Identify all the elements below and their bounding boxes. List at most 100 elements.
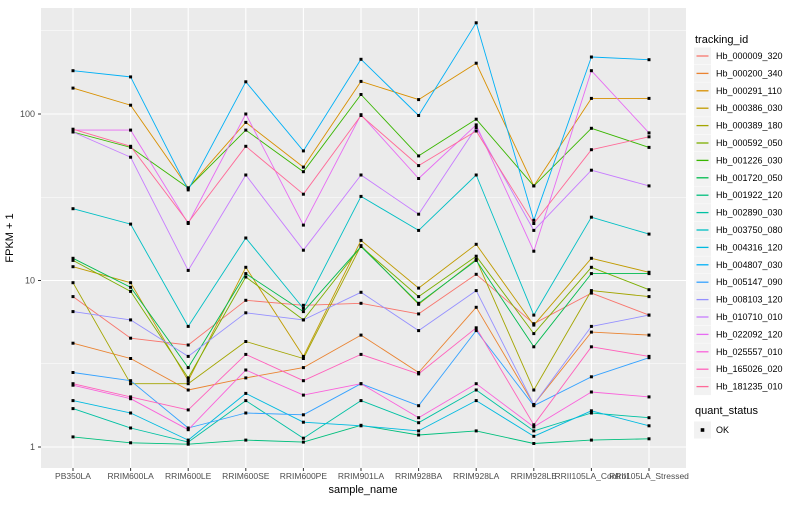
legend-entry: Hb_003750_080 — [694, 221, 783, 239]
data-point — [359, 57, 363, 61]
data-point — [417, 164, 421, 168]
data-point — [474, 272, 478, 276]
legend-entry: OK — [694, 421, 729, 439]
data-point — [359, 114, 363, 117]
x-tick-label: RRIM600LA — [107, 471, 154, 481]
data-point — [474, 429, 478, 433]
data-point — [474, 173, 478, 177]
data-point — [359, 382, 363, 386]
data-point — [244, 311, 248, 315]
data-point — [359, 352, 363, 356]
data-point — [589, 256, 593, 260]
legend-entry: Hb_005147_090 — [694, 273, 783, 291]
data-point — [474, 123, 478, 127]
data-point — [647, 184, 651, 188]
legend-entry: Hb_025557_010 — [694, 343, 783, 361]
data-point — [417, 154, 421, 158]
data-point — [532, 184, 536, 188]
data-point — [129, 318, 133, 322]
data-point — [359, 238, 363, 242]
data-point — [71, 256, 75, 260]
data-point — [359, 79, 363, 83]
data-point — [417, 286, 421, 290]
data-point — [129, 397, 133, 401]
data-point — [186, 426, 190, 430]
y-axis-tick-labels: 1 10 100 — [20, 109, 35, 452]
legend-label: Hb_000386_030 — [716, 103, 783, 113]
data-point — [129, 411, 133, 415]
data-point — [301, 248, 305, 252]
legend-label: Hb_165026_020 — [716, 364, 783, 374]
data-point — [589, 324, 593, 328]
legend-label: Hb_025557_010 — [716, 347, 783, 357]
data-point — [474, 61, 478, 65]
data-point — [532, 423, 536, 427]
data-point — [647, 295, 651, 299]
data-point — [71, 382, 75, 386]
data-point — [71, 310, 75, 314]
data-point — [647, 288, 651, 292]
legend-label: Hb_002890_030 — [716, 208, 783, 218]
data-point — [532, 403, 536, 406]
data-point — [532, 228, 536, 232]
data-point — [474, 21, 478, 25]
data-point — [532, 222, 536, 225]
data-point — [301, 393, 305, 397]
data-point — [589, 375, 593, 379]
legend-label: Hb_001720_050 — [716, 173, 783, 183]
legend-entry: Hb_181235_010 — [694, 378, 783, 396]
legend-shape-swatch — [700, 428, 705, 432]
data-point — [301, 318, 305, 322]
data-point — [474, 129, 478, 133]
data-point — [532, 313, 536, 317]
data-point — [129, 382, 133, 386]
data-point — [359, 424, 363, 428]
data-point — [589, 215, 593, 219]
data-point — [359, 93, 363, 96]
data-point — [417, 301, 421, 305]
data-point — [532, 429, 536, 433]
data-point — [532, 323, 536, 327]
data-point — [244, 376, 248, 380]
data-point — [532, 345, 536, 349]
data-point — [532, 218, 536, 222]
legend-entry: Hb_002890_030 — [694, 204, 783, 222]
data-point — [532, 434, 536, 438]
data-point — [647, 131, 651, 135]
legend-entry: Hb_000009_320 — [694, 47, 783, 65]
data-point — [301, 306, 305, 310]
data-point — [71, 207, 75, 211]
data-point — [417, 429, 421, 433]
data-point — [589, 411, 593, 415]
legend-label: Hb_000389_180 — [716, 121, 783, 131]
data-point — [129, 75, 133, 79]
legend-label: OK — [716, 425, 729, 435]
data-point — [417, 228, 421, 232]
data-point — [129, 395, 133, 399]
data-point — [244, 340, 248, 343]
data-point — [244, 399, 248, 403]
data-point — [186, 366, 190, 370]
data-point — [129, 289, 133, 293]
data-point — [71, 265, 75, 269]
legend-shape-entries: OK — [694, 421, 729, 439]
data-point — [532, 442, 536, 445]
data-point — [301, 413, 305, 417]
data-point — [71, 281, 75, 285]
data-point — [129, 128, 133, 132]
data-point — [647, 135, 651, 139]
data-point — [129, 426, 133, 430]
data-point — [71, 371, 75, 374]
data-point — [417, 98, 421, 102]
data-point — [186, 440, 190, 444]
x-axis-title: sample_name — [328, 484, 397, 496]
data-point — [417, 114, 421, 117]
data-point — [71, 69, 75, 73]
data-point — [589, 96, 593, 100]
data-point — [186, 354, 190, 358]
data-points — [71, 21, 651, 446]
data-point — [417, 421, 421, 425]
data-point — [647, 145, 651, 149]
